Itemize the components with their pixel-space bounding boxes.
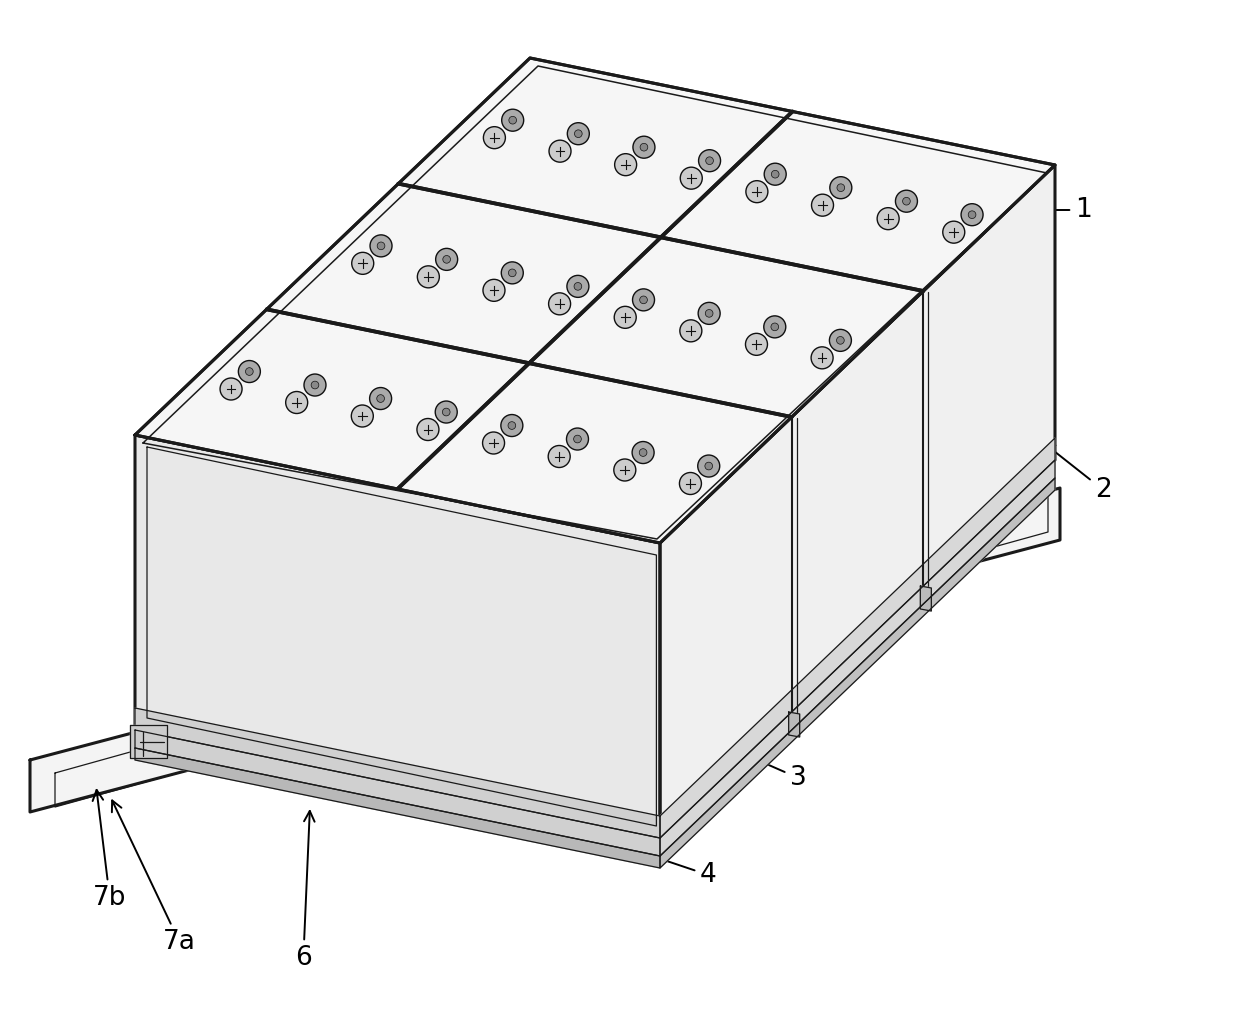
- Text: 6: 6: [295, 811, 315, 971]
- Circle shape: [574, 130, 582, 138]
- Polygon shape: [660, 478, 1055, 868]
- Circle shape: [435, 401, 458, 423]
- Circle shape: [304, 374, 326, 396]
- Polygon shape: [660, 460, 1055, 856]
- Polygon shape: [789, 712, 800, 737]
- Circle shape: [615, 154, 636, 176]
- Circle shape: [351, 405, 373, 427]
- Circle shape: [698, 150, 720, 172]
- Polygon shape: [135, 748, 660, 868]
- Circle shape: [246, 368, 253, 375]
- Circle shape: [745, 333, 768, 356]
- Circle shape: [698, 302, 720, 325]
- Circle shape: [482, 432, 505, 454]
- Circle shape: [435, 248, 458, 270]
- Circle shape: [811, 346, 833, 369]
- Polygon shape: [30, 488, 1060, 812]
- Circle shape: [285, 392, 308, 414]
- Circle shape: [632, 288, 655, 311]
- Circle shape: [640, 296, 647, 304]
- Circle shape: [706, 309, 713, 317]
- Text: 1: 1: [970, 197, 1091, 223]
- Circle shape: [837, 184, 844, 191]
- Circle shape: [704, 462, 713, 469]
- Circle shape: [640, 449, 647, 456]
- Circle shape: [549, 141, 570, 162]
- Polygon shape: [135, 58, 1055, 543]
- Circle shape: [502, 110, 523, 131]
- Circle shape: [568, 123, 589, 145]
- Circle shape: [830, 177, 852, 199]
- Circle shape: [771, 171, 779, 178]
- Circle shape: [961, 204, 983, 225]
- Polygon shape: [130, 725, 167, 758]
- Circle shape: [968, 211, 976, 218]
- Circle shape: [567, 275, 589, 298]
- Circle shape: [640, 144, 647, 151]
- Circle shape: [567, 428, 589, 450]
- Circle shape: [830, 330, 852, 352]
- Circle shape: [352, 252, 373, 274]
- Circle shape: [706, 157, 713, 164]
- Circle shape: [443, 408, 450, 416]
- Circle shape: [680, 473, 702, 494]
- Text: 4: 4: [549, 820, 717, 888]
- Polygon shape: [660, 165, 1055, 838]
- Text: 3: 3: [734, 750, 807, 791]
- Circle shape: [501, 415, 523, 436]
- Text: 7b: 7b: [93, 790, 126, 911]
- Polygon shape: [135, 730, 660, 856]
- Circle shape: [311, 382, 319, 389]
- Circle shape: [418, 266, 439, 287]
- Circle shape: [501, 262, 523, 284]
- Circle shape: [681, 168, 702, 189]
- Circle shape: [942, 221, 965, 243]
- Circle shape: [443, 255, 450, 264]
- Polygon shape: [135, 708, 660, 838]
- Circle shape: [680, 320, 702, 342]
- Circle shape: [895, 190, 918, 212]
- Circle shape: [764, 163, 786, 185]
- Circle shape: [771, 323, 779, 331]
- Circle shape: [811, 194, 833, 216]
- Circle shape: [903, 197, 910, 205]
- Circle shape: [238, 361, 260, 383]
- Circle shape: [548, 293, 570, 314]
- Circle shape: [482, 279, 505, 301]
- Circle shape: [632, 136, 655, 158]
- Circle shape: [877, 208, 899, 230]
- Circle shape: [508, 422, 516, 429]
- Circle shape: [614, 306, 636, 329]
- Circle shape: [370, 388, 392, 409]
- Circle shape: [417, 419, 439, 440]
- Text: 2: 2: [1044, 444, 1112, 503]
- Circle shape: [574, 435, 582, 443]
- Circle shape: [377, 242, 384, 250]
- Polygon shape: [920, 586, 931, 611]
- Circle shape: [746, 181, 768, 203]
- Circle shape: [370, 235, 392, 256]
- Circle shape: [614, 459, 636, 481]
- Circle shape: [484, 127, 506, 149]
- Circle shape: [219, 378, 242, 400]
- Circle shape: [508, 269, 516, 277]
- Circle shape: [508, 117, 517, 124]
- Circle shape: [574, 282, 582, 291]
- Circle shape: [837, 336, 844, 344]
- Circle shape: [377, 395, 384, 402]
- Circle shape: [764, 315, 786, 338]
- Circle shape: [548, 446, 570, 467]
- Polygon shape: [135, 435, 660, 838]
- Circle shape: [632, 442, 655, 463]
- Text: 7a: 7a: [112, 800, 196, 955]
- Polygon shape: [660, 438, 1055, 838]
- Circle shape: [698, 455, 719, 477]
